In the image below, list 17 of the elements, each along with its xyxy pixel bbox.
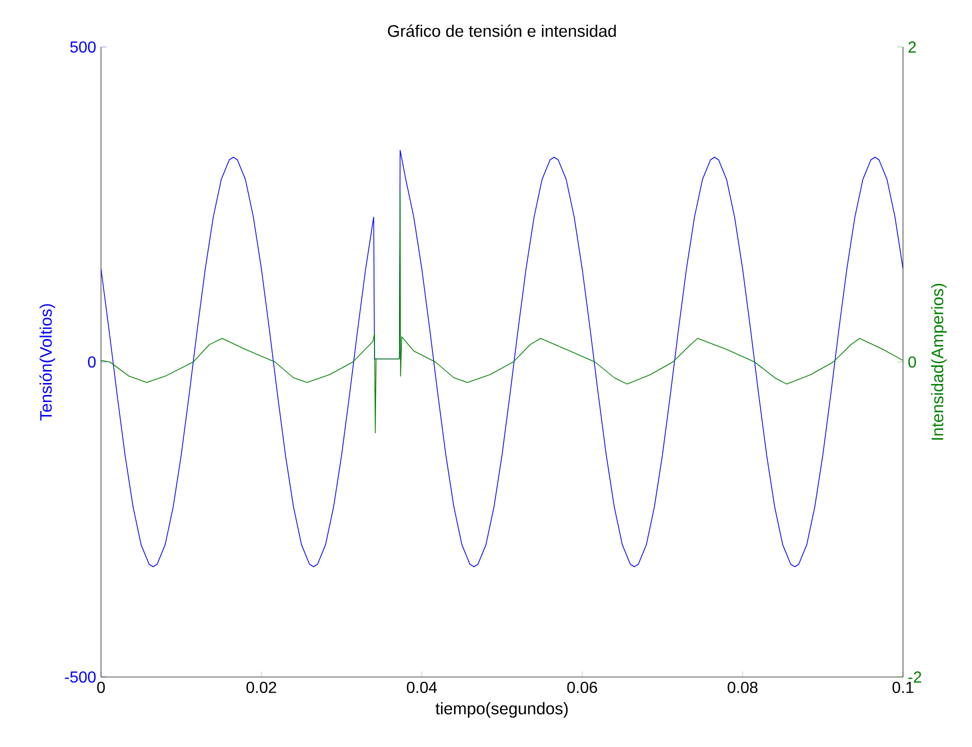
x-tick-label: 0.1 (892, 682, 914, 694)
x-tick-label: 0.08 (728, 682, 758, 694)
y2-tick-label: 0 (908, 356, 916, 368)
x-tick-label: 0 (97, 682, 105, 694)
x-tick-label: 0.06 (567, 682, 598, 694)
x-tick-label: 0.02 (246, 682, 276, 694)
chart-title: Gráfico de tensión e intensidad (388, 24, 616, 37)
x-axis-title: tiempo(segundos) (436, 702, 568, 718)
x-tick-label: 0.04 (406, 682, 437, 694)
y-tick-label: -500 (64, 671, 96, 683)
line-series (101, 150, 904, 568)
y2-axis-title: Intensidad(Amperios) (931, 284, 947, 440)
y2-tick-label: 2 (908, 41, 916, 53)
y-tick-label: 500 (70, 41, 96, 53)
y-tick-label: 0 (88, 356, 96, 368)
y-axis-title: Tensión(Voltios) (39, 304, 56, 420)
y2-tick-label: -2 (908, 671, 922, 683)
